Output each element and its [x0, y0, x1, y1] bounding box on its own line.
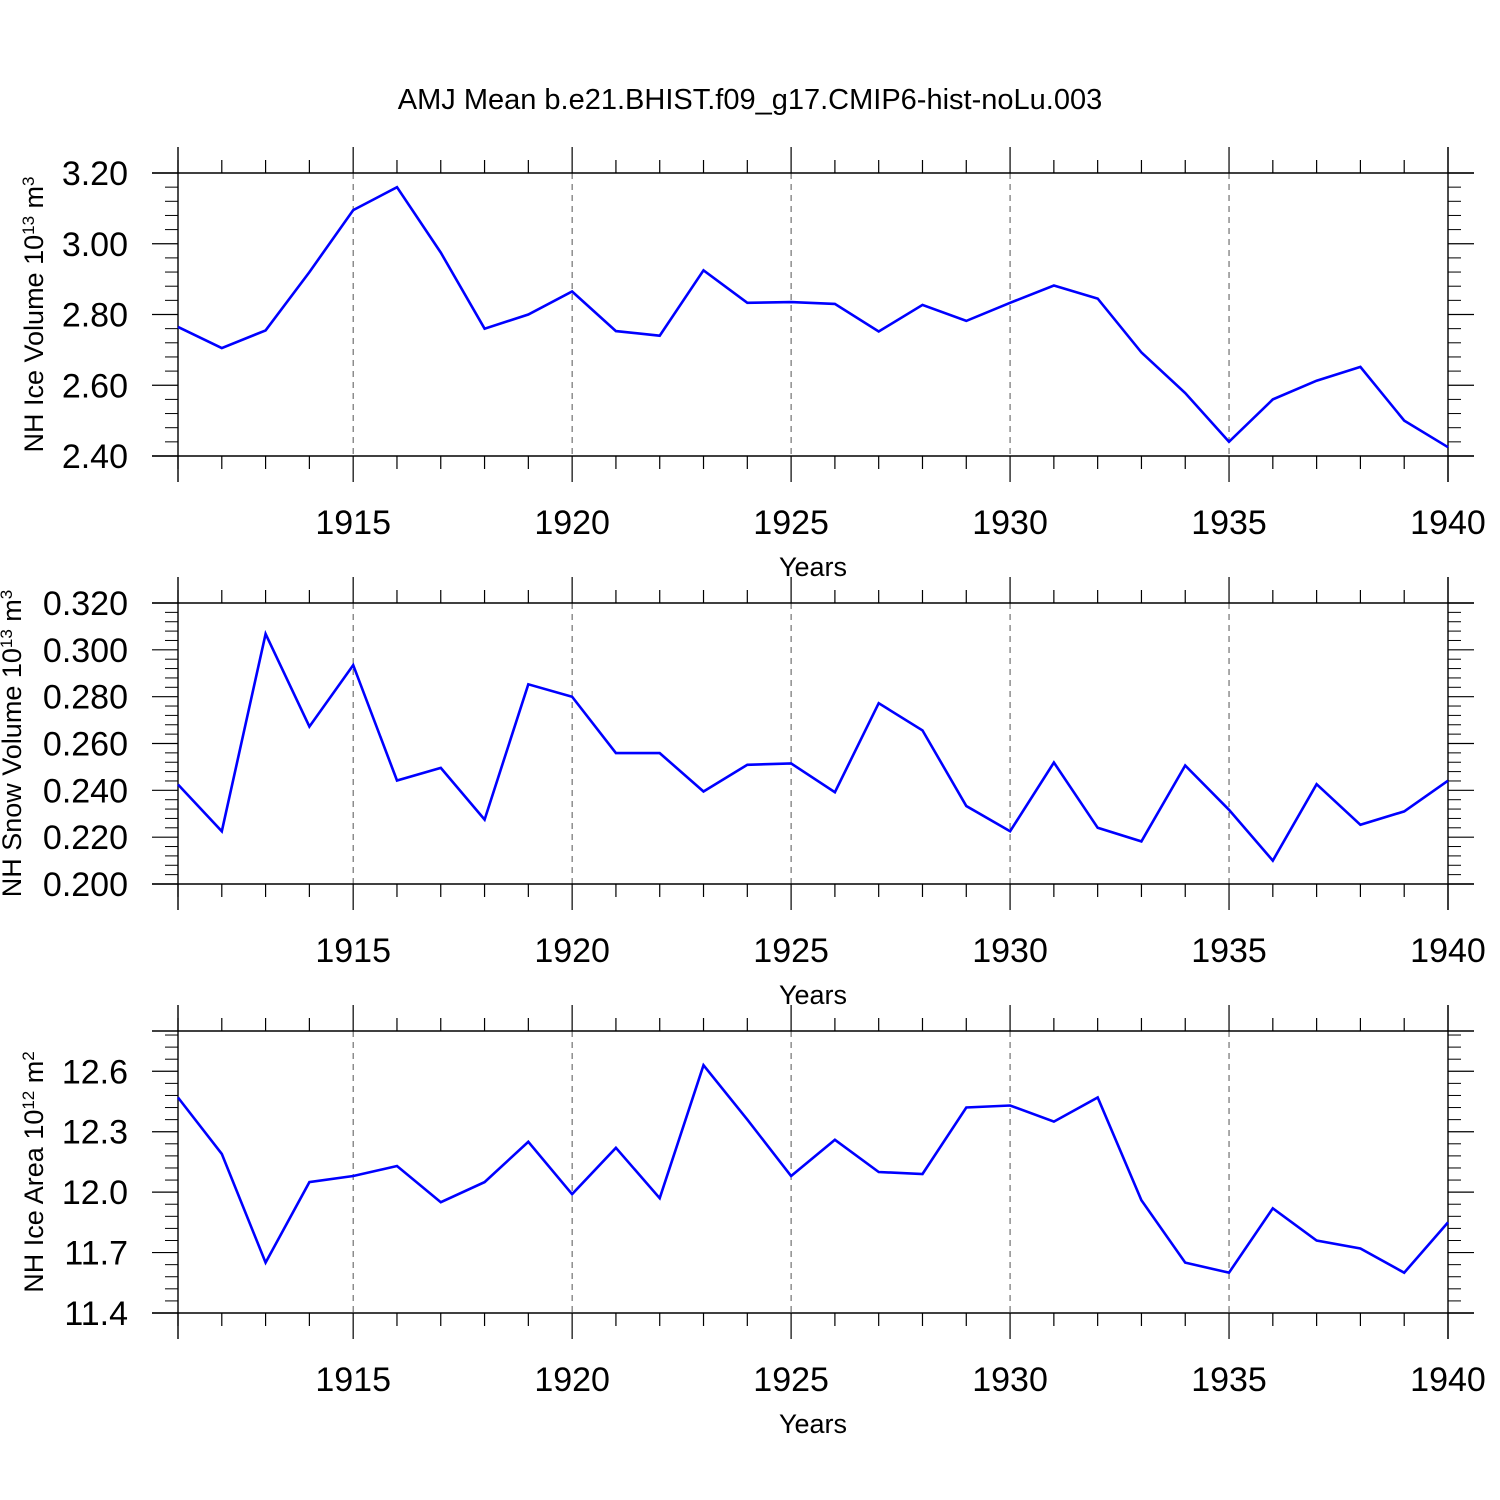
- y-tick-label: 0.280: [43, 679, 128, 717]
- y-label-superscript: 3: [19, 177, 38, 186]
- x-tick-label: 1925: [753, 504, 829, 542]
- y-label-superscript: 12: [19, 1091, 38, 1110]
- y-label-text: m: [19, 1061, 49, 1091]
- x-axis-label: Years: [779, 552, 847, 582]
- x-tick-label: 1940: [1410, 504, 1486, 542]
- y-axis-label: NH Ice Area 1012 m2: [19, 1051, 50, 1292]
- x-tick-label: 1935: [1191, 504, 1267, 542]
- y-label-superscript: 3: [0, 590, 16, 599]
- y-axis-label: NH Ice Volume 1013 m3: [19, 177, 50, 453]
- panel-ice-volume: 1915 1920 1925 1930 1935 1940 Years 3.20 3.00 2.8…: [19, 147, 1486, 582]
- y-label-text: m: [19, 186, 49, 216]
- series-line: [177, 185, 1449, 449]
- y-label-text: NH Snow Volume 10: [0, 648, 27, 897]
- x-tick-label: 1925: [753, 1361, 829, 1399]
- y-tick-label: 2.80: [62, 297, 128, 335]
- x-tick-label: 1935: [1191, 1361, 1267, 1399]
- x-tick-label: 1920: [534, 932, 610, 970]
- y-tick-label: 0.320: [43, 585, 128, 623]
- x-tick-label: 1920: [534, 504, 610, 542]
- x-tick-label: 1930: [972, 504, 1048, 542]
- y-tick-label: 0.300: [43, 632, 128, 670]
- y-label-superscript: 13: [0, 629, 16, 648]
- y-label-text: NH Ice Area 10: [19, 1110, 49, 1293]
- x-tick-label: 1915: [315, 1361, 391, 1399]
- x-tick-label: 1915: [315, 932, 391, 970]
- x-tick-label: 1930: [972, 1361, 1048, 1399]
- y-label-text: m: [0, 599, 27, 629]
- y-label-superscript: 13: [19, 216, 38, 235]
- x-axis-label: Years: [779, 1409, 847, 1439]
- y-tick-label: 11.7: [64, 1235, 128, 1273]
- y-tick-label: 12.3: [62, 1114, 128, 1152]
- x-tick-label: 1925: [753, 932, 829, 970]
- y-tick-label: 0.240: [43, 772, 128, 810]
- y-axis-label: NH Snow Volume 1013 m3: [0, 590, 27, 898]
- y-tick-label: 0.220: [43, 819, 128, 857]
- y-tick-label: 12.6: [62, 1053, 128, 1091]
- y-tick-label: 2.60: [62, 367, 128, 405]
- y-tick-label: 11.4: [64, 1295, 128, 1333]
- x-tick-label: 1940: [1410, 932, 1486, 970]
- x-tick-label: 1915: [315, 504, 391, 542]
- panel-ice-area: 1915 1920 1925 1930 1935 1940 Years 12.6 12.3 12.…: [19, 1005, 1486, 1439]
- x-tick-label: 1940: [1410, 1361, 1486, 1399]
- series-line: [177, 629, 1449, 863]
- y-tick-label: 3.20: [62, 155, 128, 193]
- y-label-text: NH Ice Volume 10: [19, 235, 49, 453]
- y-tick-label: 2.40: [62, 438, 128, 476]
- y-tick-label: 3.00: [62, 226, 128, 264]
- y-tick-label: 0.260: [43, 726, 128, 764]
- x-tick-label: 1930: [972, 932, 1048, 970]
- x-tick-label: 1935: [1191, 932, 1267, 970]
- y-tick-label: 0.200: [43, 866, 128, 904]
- figure-title: AMJ Mean b.e21.BHIST.f09_g17.CMIP6-hist-…: [397, 84, 1103, 116]
- y-tick-label: 12.0: [62, 1174, 128, 1212]
- y-label-superscript: 2: [19, 1051, 38, 1060]
- series-line: [176, 1062, 1449, 1275]
- panel-snow-volume: 1915 1920 1925 1930 1935 1940 Years 0.320 0.300 0…: [0, 577, 1486, 1010]
- x-axis-label: Years: [779, 980, 847, 1010]
- x-tick-label: 1920: [534, 1361, 610, 1399]
